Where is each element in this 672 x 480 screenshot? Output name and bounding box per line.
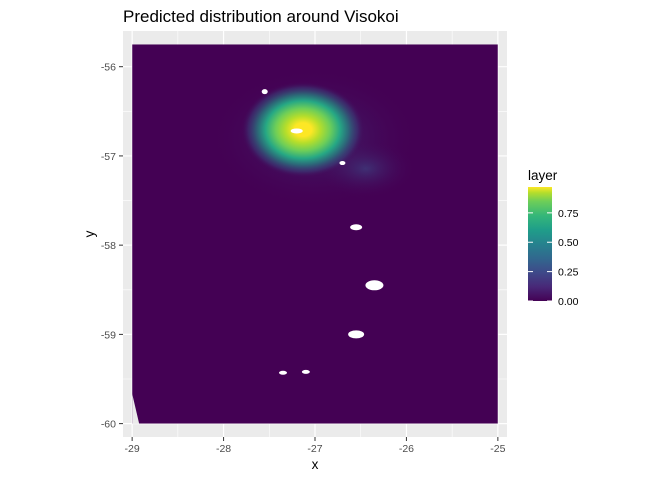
legend-label: 0.25 <box>558 267 579 279</box>
legend-label: 0.00 <box>558 296 579 308</box>
legend-label: 0.75 <box>558 208 579 220</box>
legend-ticks: 0.00 0.25 0.50 0.75 <box>528 208 579 308</box>
no-data-island <box>350 224 363 231</box>
x-tick-label: -28 <box>216 443 231 455</box>
y-tick-label: -58 <box>101 240 116 252</box>
no-data-island <box>365 280 384 291</box>
y-tick-label: -57 <box>101 151 116 163</box>
x-axis-title: x <box>312 457 319 472</box>
legend-title: layer <box>528 168 558 183</box>
no-data-island <box>348 330 365 339</box>
x-tick-label: -29 <box>125 443 140 455</box>
y-axis-ticks: -60 -59 -58 -57 -56 <box>101 62 123 431</box>
chart-title: Predicted distribution around Visokoi <box>123 7 399 26</box>
no-data-island <box>290 128 303 134</box>
x-tick-label: -25 <box>490 443 505 455</box>
y-axis-title: y <box>82 230 97 237</box>
no-data-island <box>339 161 346 166</box>
x-tick-label: -26 <box>399 443 414 455</box>
no-data-island <box>301 369 310 374</box>
legend: layer 0.00 0.25 0.50 0.75 <box>528 168 579 308</box>
no-data-island <box>261 89 268 95</box>
y-tick-label: -59 <box>101 329 116 341</box>
heatmap-hotspot <box>240 81 365 178</box>
x-axis-ticks: -29 -28 -27 -26 -25 <box>125 437 506 455</box>
legend-colorbar <box>528 187 552 301</box>
no-data-island <box>279 370 287 375</box>
x-tick-label: -27 <box>307 443 322 455</box>
y-tick-label: -56 <box>101 62 116 74</box>
raster-corner-notch <box>132 393 140 424</box>
no-data-islands <box>261 89 384 375</box>
legend-label: 0.50 <box>558 237 579 249</box>
y-tick-label: -60 <box>101 419 116 431</box>
heatmap-raster <box>132 44 498 424</box>
